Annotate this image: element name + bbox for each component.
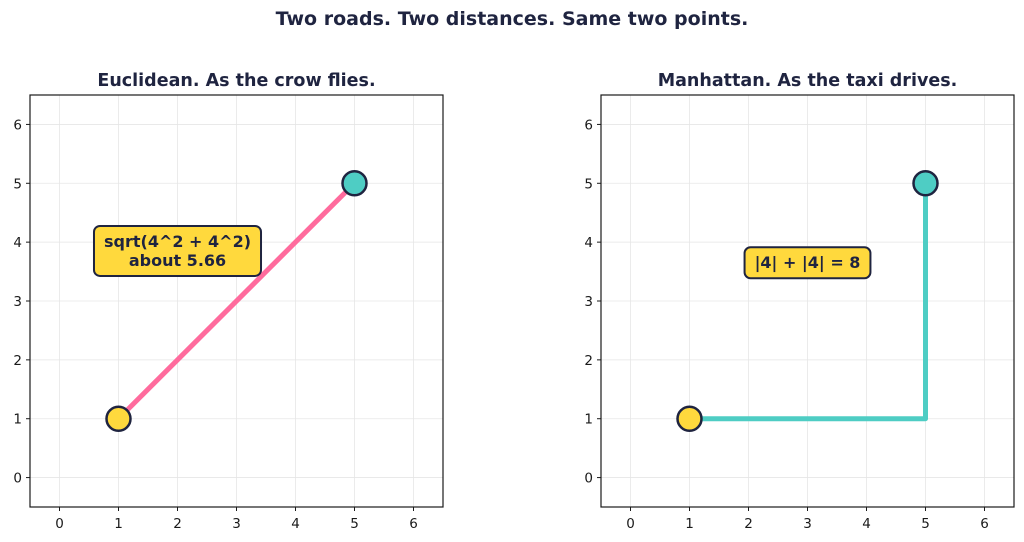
- annotation-box: [92, 224, 263, 277]
- euclidean-panel: Euclidean. As the crow flies. 0 1 2 3 4 5 6 0 1 2 3…: [13, 71, 444, 532]
- y-tick-label: 6: [584, 117, 593, 133]
- y-tick-label: 3: [13, 294, 22, 310]
- y-tick-label: 4: [13, 235, 22, 251]
- panel-title: Euclidean. As the crow flies.: [97, 71, 375, 91]
- figure-title: Two roads. Two distances. Same two point…: [276, 8, 749, 30]
- end-point: [341, 170, 368, 197]
- annotation-text: about 5.66: [129, 251, 226, 270]
- euclidean-path: [116, 181, 357, 421]
- annotation: sqrt(4^2 + 4^2)about 5.66: [92, 224, 263, 277]
- x-tick-label: 1: [114, 516, 123, 532]
- x-tick-label: 5: [921, 516, 930, 532]
- annotation-text: |4| + |4| = 8: [755, 253, 861, 273]
- axes-frame: [29, 94, 444, 508]
- annotation: |4| + |4| = 8: [743, 246, 872, 280]
- y-tick-label: 0: [584, 471, 593, 487]
- annotation-box: [743, 246, 872, 280]
- y-tick-label: 1: [13, 412, 22, 428]
- x-tick-label: 4: [291, 516, 300, 532]
- y-tick-label: 2: [584, 353, 593, 369]
- x-tick-label: 4: [862, 516, 871, 532]
- x-tick-label: 1: [685, 516, 694, 532]
- x-tick-label: 2: [173, 516, 182, 532]
- axes-frame: [600, 94, 1015, 508]
- start-point: [676, 405, 703, 432]
- annotation-text: sqrt(4^2 + 4^2): [104, 232, 251, 251]
- start-point: [105, 405, 132, 432]
- manhattan-path: [689, 183, 928, 422]
- x-tick-label: 6: [409, 516, 418, 532]
- x-tick-label: 2: [744, 516, 753, 532]
- y-tick-label: 1: [584, 412, 593, 428]
- x-tick-label: 6: [980, 516, 989, 532]
- panel-title: Manhattan. As the taxi drives.: [658, 71, 958, 91]
- x-tick-label: 0: [55, 516, 64, 532]
- end-point: [912, 170, 939, 197]
- x-tick-label: 3: [232, 516, 241, 532]
- y-tick-label: 3: [584, 294, 593, 310]
- y-tick-label: 4: [584, 235, 593, 251]
- x-tick-label: 5: [350, 516, 359, 532]
- y-tick-label: 6: [13, 117, 22, 133]
- y-tick-label: 5: [13, 176, 22, 192]
- y-tick-label: 0: [13, 471, 22, 487]
- y-tick-label: 2: [13, 353, 22, 369]
- x-tick-label: 3: [803, 516, 812, 532]
- x-tick-label: 0: [626, 516, 635, 532]
- manhattan-panel: Manhattan. As the taxi drives. 0 1 2 3 4 5 6 0 1 2…: [584, 71, 1015, 532]
- y-tick-label: 5: [584, 176, 593, 192]
